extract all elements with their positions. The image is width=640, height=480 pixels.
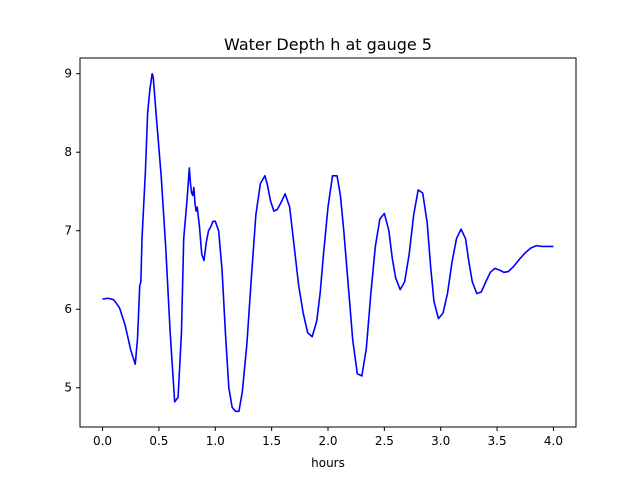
axes-frame [79, 57, 577, 428]
y-tick-label: 8 [64, 145, 72, 159]
x-tick-label: 0.0 [93, 434, 112, 448]
y-tick-label: 7 [64, 224, 72, 238]
x-tick-label: 2.5 [375, 434, 394, 448]
x-tick-label: 4.0 [544, 434, 563, 448]
y-tick-label: 9 [64, 67, 72, 81]
y-tick-label: 5 [64, 381, 72, 395]
x-axis: 0.0 0.5 1.0 1.5 2.0 2.5 3.0 3.5 4.0 [93, 427, 563, 448]
x-axis-label: hours [311, 456, 345, 470]
x-tick-label: 1.0 [206, 434, 225, 448]
y-axis: 5 6 7 8 9 [64, 67, 80, 395]
plot-area [102, 72, 554, 413]
x-tick-label: 2.0 [318, 434, 337, 448]
chart-title: Water Depth h at gauge 5 [224, 35, 432, 54]
x-tick-label: 0.5 [149, 434, 168, 448]
x-tick-label: 3.0 [431, 434, 450, 448]
x-tick-label: 3.5 [488, 434, 507, 448]
x-tick-label: 1.5 [262, 434, 281, 448]
y-tick-label: 6 [64, 302, 72, 316]
series-line-0 [102, 72, 554, 413]
